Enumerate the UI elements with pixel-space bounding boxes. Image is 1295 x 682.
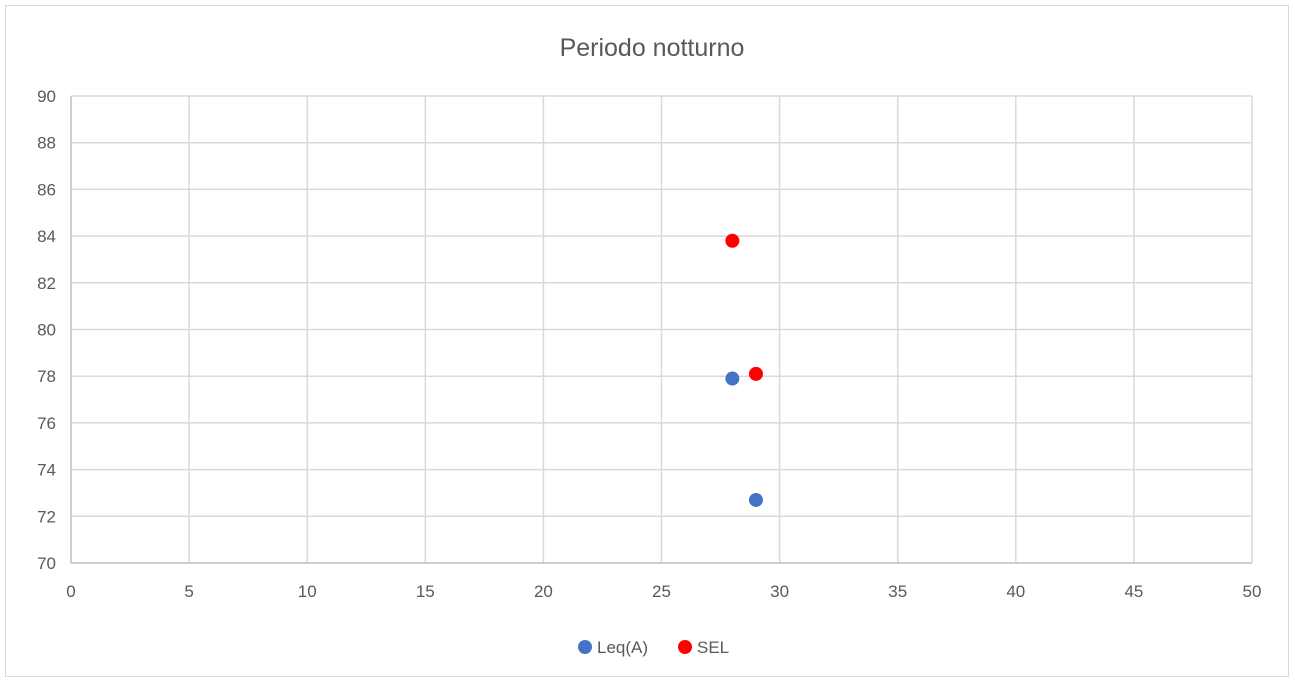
grid-lines <box>71 95 1253 563</box>
axes: 70 72 74 76 78 80 82 84 86 88 90 0 5 10 15 20 25 30 35 40 45… <box>37 87 1261 601</box>
y-tick-label: 86 <box>37 180 56 199</box>
x-tick-label: 25 <box>652 582 671 601</box>
x-tick-label: 15 <box>416 582 435 601</box>
y-tick-label: 72 <box>37 507 56 526</box>
x-tick-label: 20 <box>534 582 553 601</box>
chart-area: Periodo notturno 70 72 74 76 78 80 82 84 86 88 90 0… <box>5 5 1289 677</box>
x-tick-label: 5 <box>184 582 193 601</box>
chart-title: Periodo notturno <box>560 34 745 62</box>
y-tick-label: 84 <box>37 227 56 246</box>
y-tick-label: 82 <box>37 274 56 293</box>
y-tick-label: 80 <box>37 321 56 340</box>
legend-label-leq-a: Leq(A) <box>597 638 648 657</box>
x-tick-label: 35 <box>888 582 907 601</box>
y-tick-label: 78 <box>37 367 56 386</box>
y-tick-label: 88 <box>37 134 56 153</box>
y-tick-label: 76 <box>37 414 56 433</box>
legend: Leq(A) SEL <box>578 638 729 657</box>
legend-marker-sel <box>678 640 692 654</box>
y-tick-label: 90 <box>37 87 56 106</box>
x-tick-label: 50 <box>1243 582 1262 601</box>
data-points <box>725 233 763 507</box>
legend-label-sel: SEL <box>697 638 729 657</box>
x-tick-label: 45 <box>1124 582 1143 601</box>
x-tick-label: 0 <box>66 582 75 601</box>
data-point-leq-a[interactable] <box>748 492 763 507</box>
x-tick-label: 10 <box>298 582 317 601</box>
y-tick-label: 70 <box>37 554 56 573</box>
x-tick-label: 30 <box>770 582 789 601</box>
data-point-leq-a[interactable] <box>725 371 740 386</box>
data-point-sel[interactable] <box>725 233 740 248</box>
data-point-sel[interactable] <box>748 366 763 381</box>
x-tick-label: 40 <box>1006 582 1025 601</box>
legend-marker-leq-a <box>578 640 592 654</box>
scatter-chart: Periodo notturno 70 72 74 76 78 80 82 84 86 88 90 0… <box>37 34 1261 657</box>
y-tick-label: 74 <box>37 461 56 480</box>
